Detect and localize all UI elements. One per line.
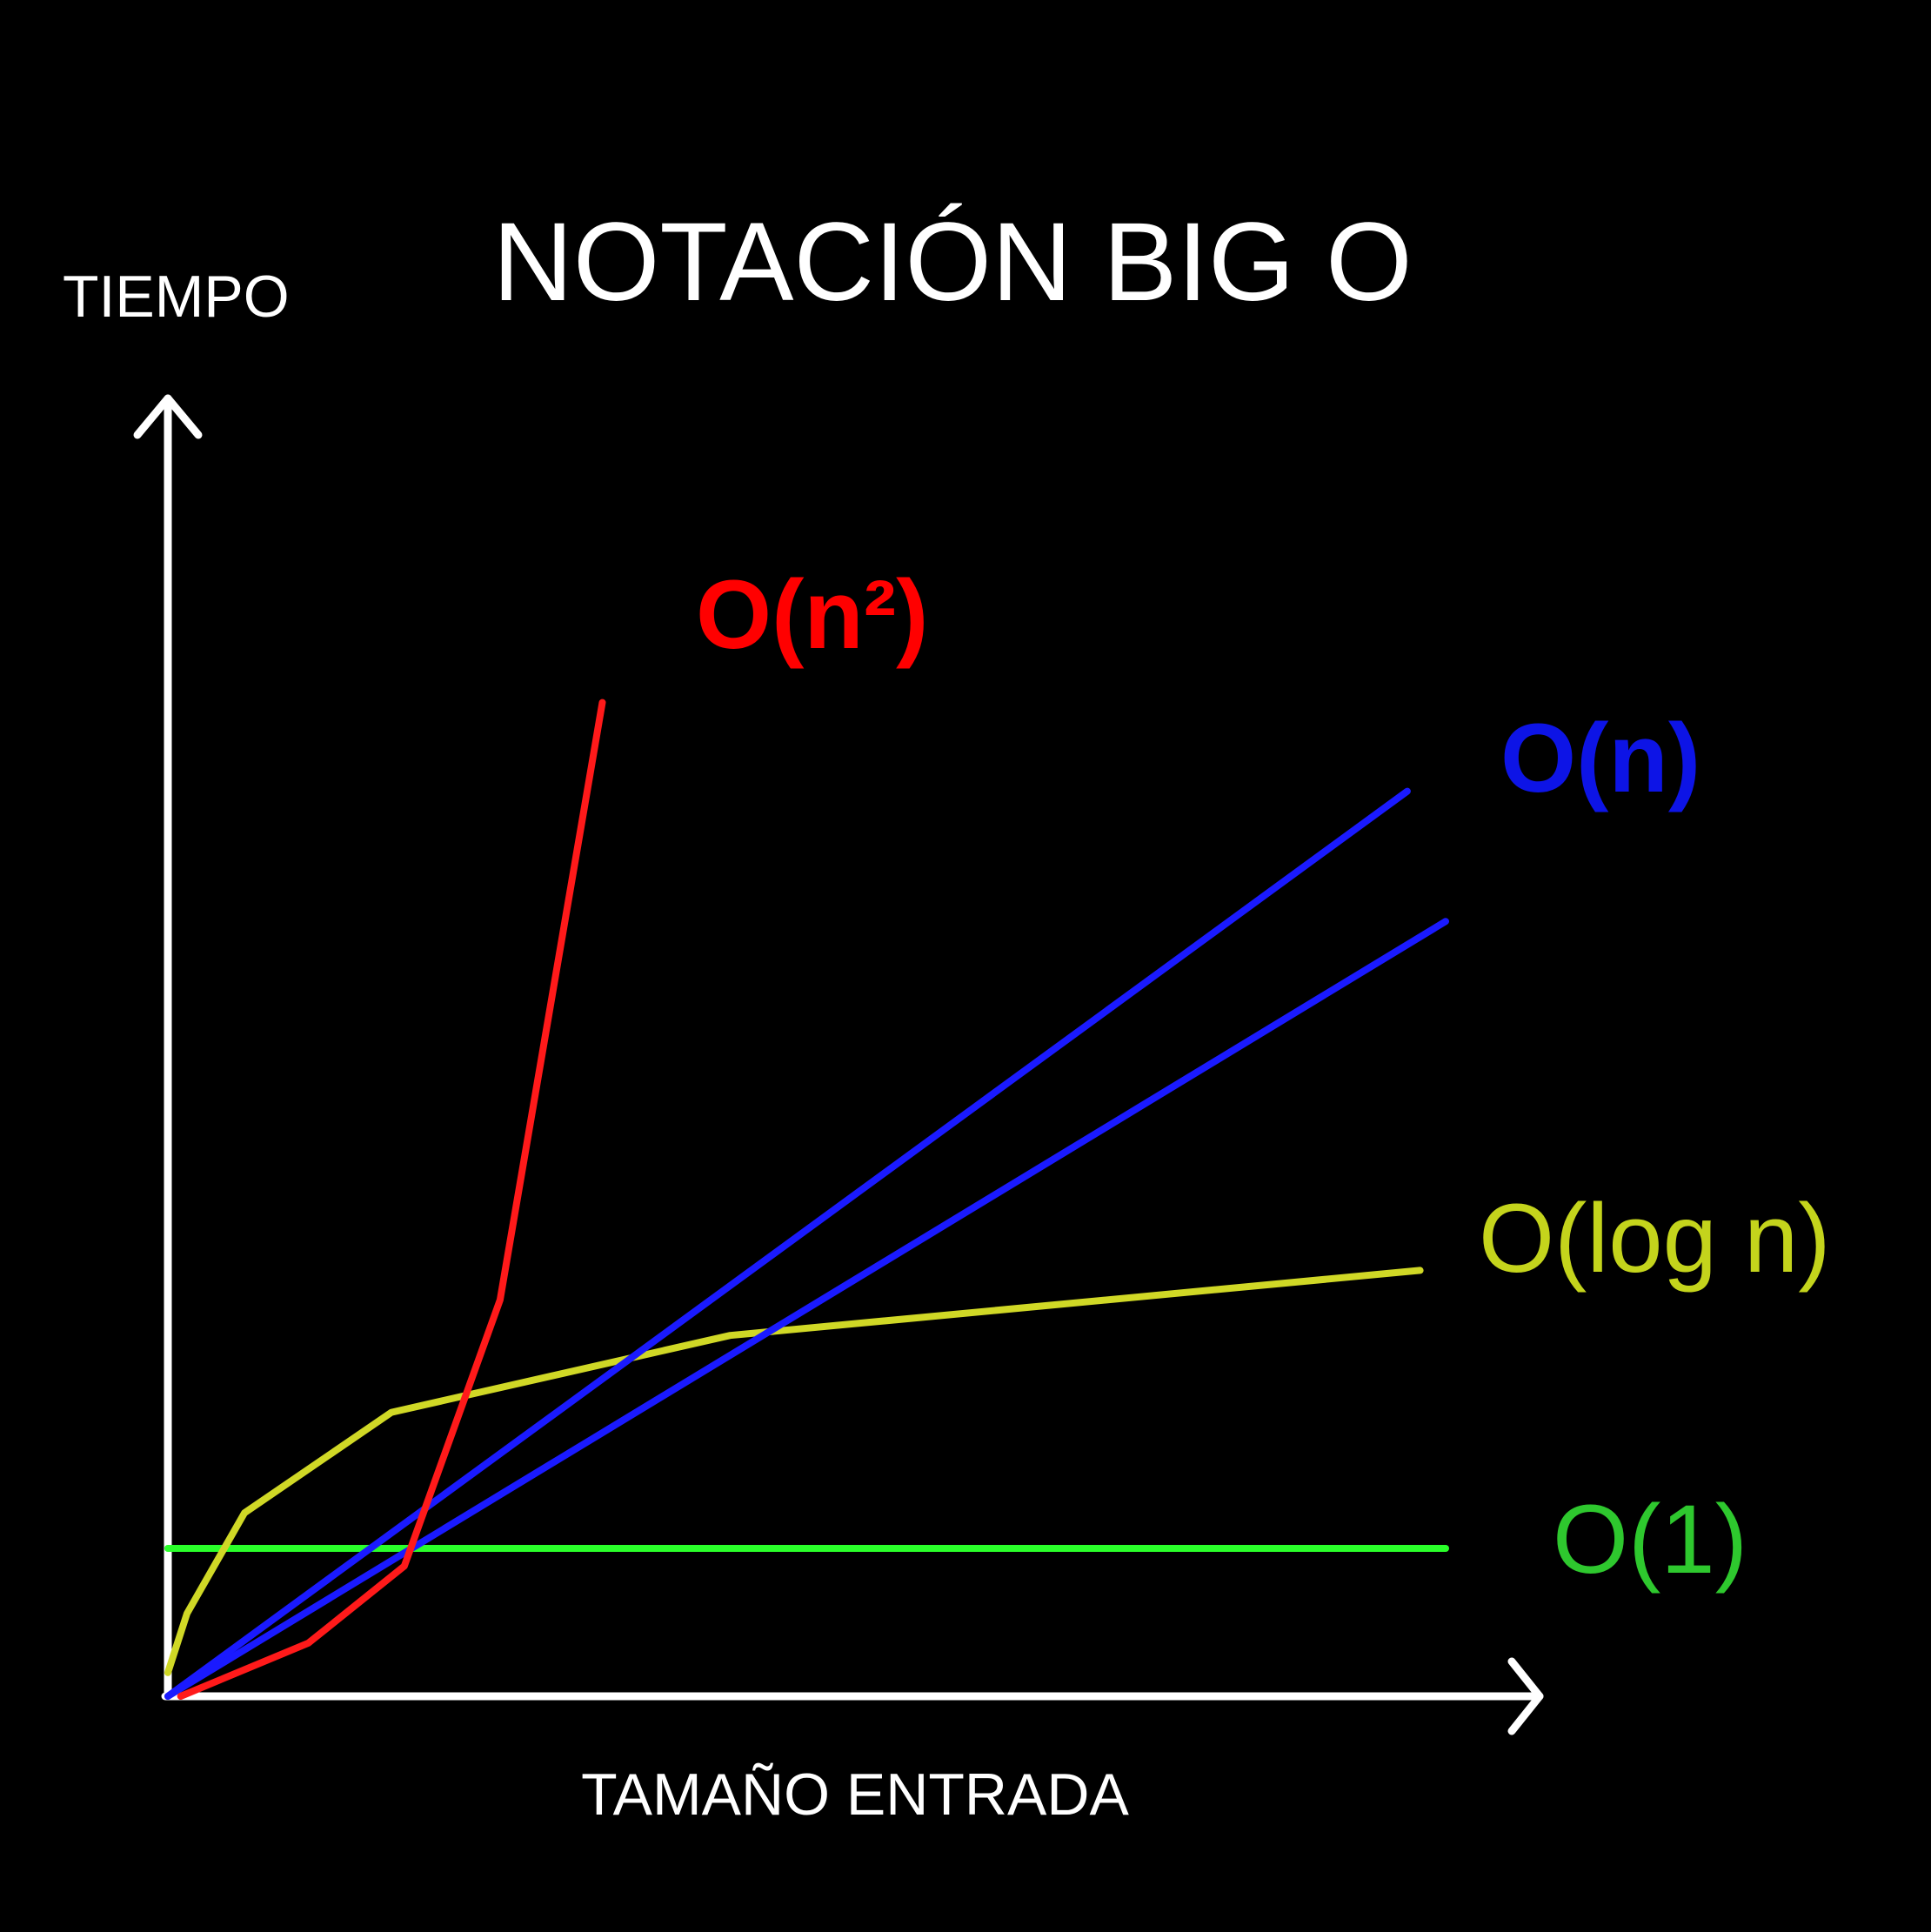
y-axis-arrowhead [133, 394, 203, 439]
o-log-n-label: O(log n) [1479, 1184, 1831, 1293]
o-n-squared-line [177, 699, 606, 1700]
x-axis-label: TAMAÑO ENTRADA [581, 1762, 1129, 1828]
o-n-secondary-line [164, 918, 1449, 1700]
x-axis-arrowhead [1507, 1657, 1544, 1735]
axes [133, 394, 1544, 1735]
y-axis-label: TIEMPO [63, 264, 290, 330]
o-1-label: O(1) [1553, 1485, 1747, 1594]
series-lines [164, 699, 1449, 1700]
o-n-label: O(n) [1500, 704, 1700, 812]
o-n-squared-label: O(n²) [696, 560, 928, 669]
chart-title: NOTACIÓN BIG O [492, 200, 1412, 324]
o-n-line [164, 787, 1411, 1700]
o-log-n-line [164, 1267, 1424, 1676]
series-labels: O(1) O(log n) O(n) O(n²) [696, 560, 1831, 1594]
